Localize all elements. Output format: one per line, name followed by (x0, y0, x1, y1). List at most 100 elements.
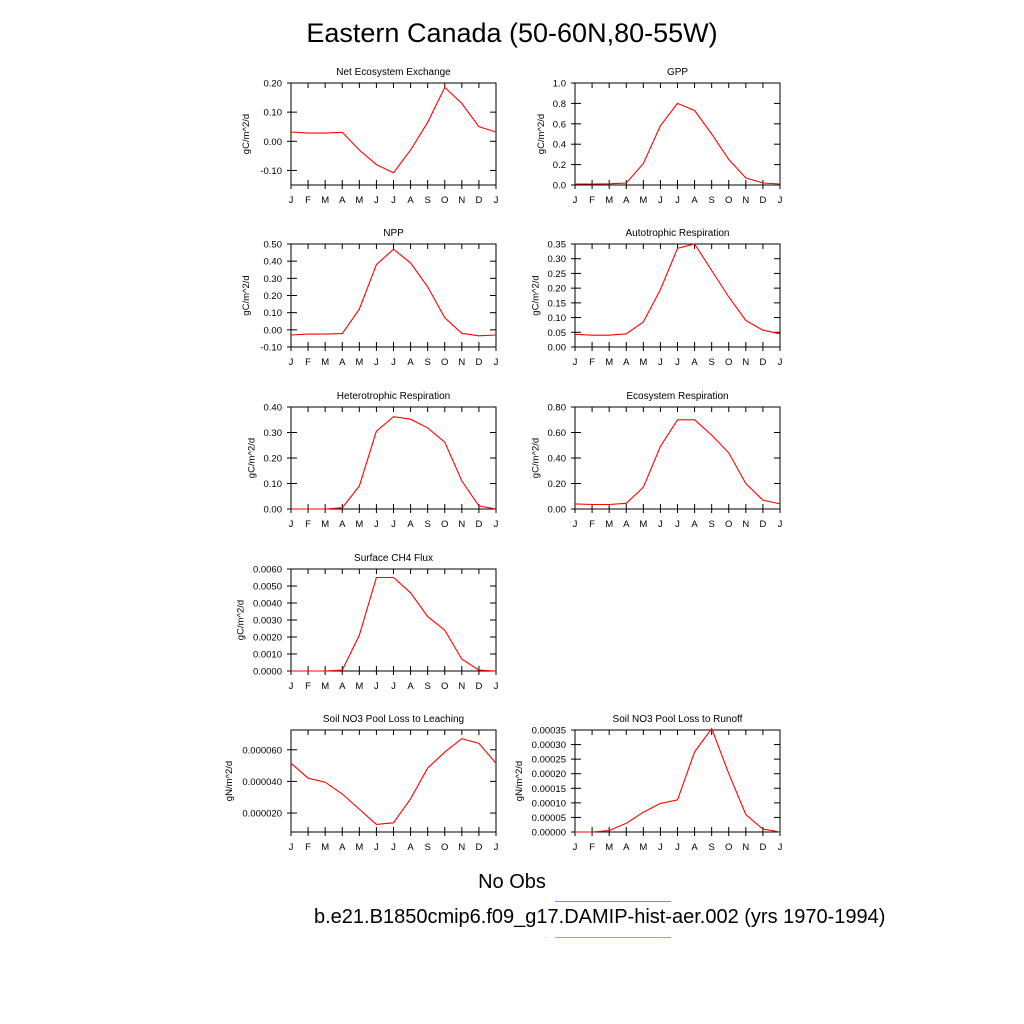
x-tick-label: A (623, 357, 630, 368)
y-axis-label: gC/m^2/d (531, 275, 542, 315)
x-tick-label: M (321, 519, 329, 530)
y-axis-label: gC/m^2/d (531, 438, 542, 478)
x-tick-label: J (494, 195, 499, 206)
x-tick-label: A (339, 842, 346, 853)
y-tick-label: 0.00 (264, 137, 283, 148)
x-tick-label: A (339, 519, 346, 530)
y-tick-label: 0.00000 (532, 828, 566, 839)
x-tick-label: N (458, 681, 465, 692)
legend-obs-swatch (555, 901, 671, 902)
x-tick-label: F (589, 519, 595, 530)
y-tick-label: 0.00035 (532, 726, 566, 737)
x-tick-label: F (305, 519, 311, 530)
y-tick-label: 0.40 (548, 454, 567, 465)
x-tick-label: M (639, 195, 647, 206)
x-tick-label: J (289, 195, 294, 206)
x-tick-label: S (708, 357, 714, 368)
chart-title: Ecosystem Respiration (626, 391, 728, 402)
x-tick-label: N (458, 357, 465, 368)
y-tick-label: 0.25 (548, 269, 567, 280)
y-tick-label: 0.000020 (242, 809, 282, 820)
y-tick-label: 0.00025 (532, 755, 566, 766)
x-tick-label: J (494, 842, 499, 853)
x-tick-label: J (494, 681, 499, 692)
x-tick-label: A (623, 195, 630, 206)
x-tick-label: J (573, 195, 578, 206)
x-tick-label: S (424, 519, 430, 530)
x-tick-label: M (355, 357, 363, 368)
x-tick-label: J (374, 357, 379, 368)
series-line (290, 738, 497, 825)
y-tick-label: 0.15 (548, 298, 567, 309)
x-tick-label: F (589, 357, 595, 368)
x-tick-label: M (355, 681, 363, 692)
y-tick-label: -0.10 (260, 343, 282, 354)
x-tick-label: M (321, 842, 329, 853)
y-tick-label: 0.20 (264, 291, 283, 302)
x-tick-label: A (407, 519, 414, 530)
x-tick-label: J (658, 842, 663, 853)
x-tick-label: J (778, 842, 783, 853)
y-tick-label: 0.00015 (532, 784, 566, 795)
x-tick-label: M (321, 681, 329, 692)
y-axis-label: gN/m^2/d (224, 761, 235, 801)
y-tick-label: 0.80 (548, 403, 567, 414)
y-tick-label: 0.00005 (532, 813, 566, 824)
series-line (574, 243, 781, 336)
legend-case-swatch (555, 937, 671, 938)
x-tick-label: M (639, 519, 647, 530)
y-tick-label: 0.30 (548, 254, 567, 265)
x-tick-label: A (407, 681, 414, 692)
x-tick-label: J (374, 195, 379, 206)
chart-title: Autotrophic Respiration (626, 228, 730, 239)
x-tick-label: A (691, 357, 698, 368)
x-tick-label: O (725, 195, 732, 206)
x-tick-label: J (675, 357, 680, 368)
plot-frame (290, 568, 497, 672)
y-tick-label: 0.000040 (242, 777, 282, 788)
y-tick-label: 0.00 (548, 505, 567, 516)
y-tick-label: 0.00 (264, 505, 283, 516)
x-tick-label: N (458, 519, 465, 530)
y-tick-label: 0.00030 (532, 740, 566, 751)
x-tick-label: J (658, 357, 663, 368)
x-tick-label: M (605, 842, 613, 853)
x-tick-label: N (458, 842, 465, 853)
x-tick-label: D (475, 195, 482, 206)
y-tick-label: 0.0060 (253, 565, 282, 576)
figure-title: Eastern Canada (50-60N,80-55W) (306, 18, 718, 48)
x-tick-label: J (778, 357, 783, 368)
x-tick-label: S (708, 519, 714, 530)
y-tick-label: 0.00 (548, 343, 567, 354)
x-tick-label: D (475, 842, 482, 853)
y-tick-label: 0.40 (264, 257, 283, 268)
x-tick-label: O (441, 357, 448, 368)
x-tick-label: F (305, 842, 311, 853)
x-tick-label: A (339, 357, 346, 368)
x-tick-label: J (675, 195, 680, 206)
series-line (575, 102, 781, 185)
x-tick-label: J (391, 357, 396, 368)
x-tick-label: D (475, 681, 482, 692)
x-tick-label: S (424, 681, 430, 692)
x-tick-label: D (759, 842, 766, 853)
x-tick-label: A (407, 357, 414, 368)
series-line (290, 86, 497, 174)
x-tick-label: S (424, 842, 430, 853)
series-line (575, 727, 781, 833)
x-tick-label: S (708, 842, 714, 853)
x-tick-label: J (675, 842, 680, 853)
plot-frame (574, 82, 781, 186)
x-tick-label: D (475, 519, 482, 530)
chart-title: Surface CH4 Flux (354, 553, 433, 564)
x-tick-label: J (374, 519, 379, 530)
y-axis-label: gN/m^2/d (514, 761, 525, 801)
x-tick-label: A (339, 195, 346, 206)
x-tick-label: F (589, 842, 595, 853)
x-tick-label: J (494, 357, 499, 368)
x-tick-label: O (725, 519, 732, 530)
